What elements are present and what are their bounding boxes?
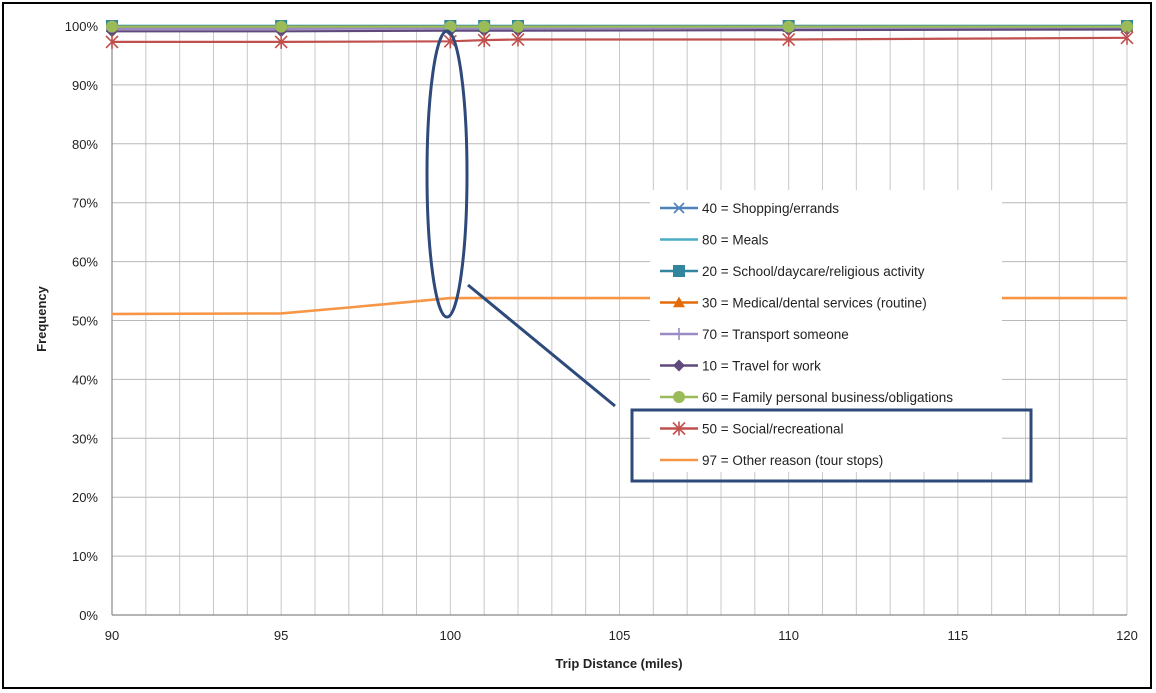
legend-label: 97 = Other reason (tour stops) [702,453,883,468]
data-point [106,20,118,33]
y-tick-label: 100% [65,19,99,34]
data-point [1121,20,1133,33]
legend-label: 30 = Medical/dental services (routine) [702,296,927,311]
axes: 90 95 100 105 110 115 120 0% 10% 20% 30% 40% 50% 60% 7… [65,19,1138,643]
legend-label: 70 = Transport someone [702,327,849,342]
data-point [511,32,525,47]
highlight-box [630,408,1033,483]
legend-swatch-marker [672,421,686,436]
data-point [477,33,491,48]
y-axis-title: Frequency [34,285,49,352]
y-tick-label: 40% [72,372,98,387]
legend-label: 60 = Family personal business/obligation… [702,390,953,405]
y-tick-label: 80% [72,137,98,152]
legend-swatch-marker [673,359,685,372]
y-tick-label: 30% [72,431,98,446]
x-tick-label: 115 [947,628,968,643]
legend-swatch-marker [673,328,685,340]
legend-background [650,190,1002,472]
x-axis-title: Trip Distance (miles) [555,656,682,671]
x-tick-label: 105 [609,628,631,643]
data-point [275,20,288,33]
y-tick-label: 20% [72,490,98,505]
legend-swatch-marker [673,265,685,277]
legend-swatch-marker [673,296,685,308]
x-tick-label: 90 [105,628,119,643]
annotations [425,29,1033,483]
data-point [782,20,795,33]
legend-label: 10 = Travel for work [702,359,821,374]
x-tick-label: 120 [1116,628,1138,643]
x-tick-label: 95 [274,628,288,643]
data-point [512,20,524,33]
legend-label: 40 = Shopping/errands [702,201,839,216]
data-point [782,32,796,47]
legend-label: 80 = Meals [702,233,769,248]
legend-swatch-marker [673,391,685,403]
data-point [274,34,288,49]
data-point [105,34,119,49]
legend-label: 20 = School/daycare/religious activity [702,264,925,279]
callout-line [467,283,616,408]
y-tick-label: 50% [72,314,98,329]
data-point [478,20,491,33]
x-tick-label: 110 [778,628,799,643]
y-tick-label: 10% [72,549,98,564]
y-tick-label: 60% [72,255,98,270]
legend-label: 50 = Social/recreational [702,422,843,437]
highlight-ellipse [425,29,469,319]
y-tick-label: 90% [72,78,98,93]
y-tick-label: 0% [79,608,98,623]
legend-swatch-marker [673,202,685,214]
x-tick-label: 100 [439,628,461,643]
data-point [1120,30,1134,45]
series-markers [105,20,1134,49]
legend: 40 = Shopping/errands 80 = Meals 20 = Scho… [650,190,1002,472]
y-tick-label: 70% [72,196,98,211]
